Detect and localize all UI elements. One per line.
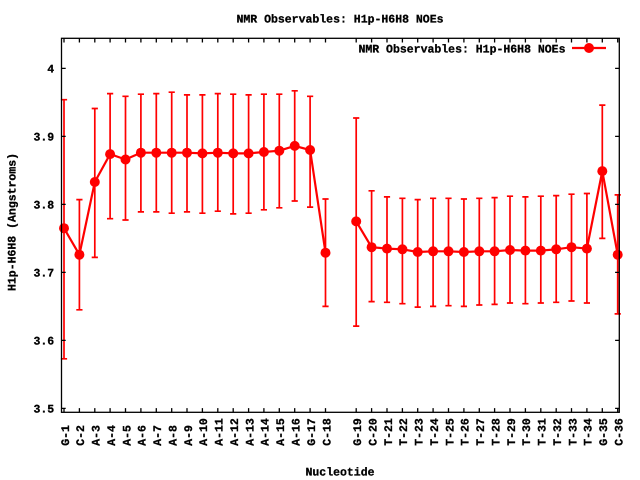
svg-text:G-19: G-19 xyxy=(352,418,365,446)
svg-text:T-29: T-29 xyxy=(506,418,519,446)
svg-text:A-12: A-12 xyxy=(229,418,242,446)
svg-text:3.8: 3.8 xyxy=(33,200,54,213)
svg-text:A-15: A-15 xyxy=(275,418,288,446)
svg-text:G-17: G-17 xyxy=(306,418,319,446)
svg-text:T-34: T-34 xyxy=(583,418,596,446)
svg-text:A-14: A-14 xyxy=(260,418,273,446)
svg-text:3.7: 3.7 xyxy=(33,268,54,281)
svg-text:C-2: C-2 xyxy=(75,425,88,446)
svg-text:T-28: T-28 xyxy=(490,418,503,446)
svg-text:T-31: T-31 xyxy=(537,418,550,446)
svg-text:A-13: A-13 xyxy=(244,418,257,446)
svg-text:3.5: 3.5 xyxy=(33,404,54,417)
svg-text:A-6: A-6 xyxy=(137,425,150,446)
svg-text:T-22: T-22 xyxy=(398,418,411,446)
svg-text:T-30: T-30 xyxy=(521,418,534,446)
svg-text:A-4: A-4 xyxy=(106,425,119,446)
svg-text:T-33: T-33 xyxy=(567,418,580,446)
svg-text:A-3: A-3 xyxy=(91,425,104,446)
svg-text:C-20: C-20 xyxy=(367,418,380,446)
svg-text:C-36: C-36 xyxy=(614,418,627,446)
svg-text:NMR Observables: H1p-H6H8 NOEs: NMR Observables: H1p-H6H8 NOEs xyxy=(236,13,443,26)
svg-text:G-1: G-1 xyxy=(60,425,73,446)
svg-text:T-21: T-21 xyxy=(383,418,396,446)
svg-text:NMR Observables: H1p-H6H8 NOEs: NMR Observables: H1p-H6H8 NOEs xyxy=(358,44,565,57)
svg-text:4: 4 xyxy=(47,64,54,77)
svg-text:T-26: T-26 xyxy=(460,418,473,446)
svg-text:T-27: T-27 xyxy=(475,418,488,446)
svg-text:A-5: A-5 xyxy=(121,425,134,446)
svg-text:T-32: T-32 xyxy=(552,418,565,446)
svg-text:A-7: A-7 xyxy=(152,425,165,446)
svg-text:A-11: A-11 xyxy=(214,418,227,446)
svg-text:A-16: A-16 xyxy=(291,418,304,446)
svg-text:H1p-H6H8 (Angstroms): H1p-H6H8 (Angstroms) xyxy=(7,153,20,291)
svg-text:A-10: A-10 xyxy=(198,418,211,446)
svg-text:3.6: 3.6 xyxy=(33,336,54,349)
svg-text:A-9: A-9 xyxy=(183,425,196,446)
svg-text:3.9: 3.9 xyxy=(33,132,54,145)
svg-text:G-35: G-35 xyxy=(598,418,611,446)
svg-text:C-18: C-18 xyxy=(321,418,334,446)
svg-text:A-8: A-8 xyxy=(168,425,181,446)
svg-text:Nucleotide: Nucleotide xyxy=(305,467,374,480)
svg-text:T-23: T-23 xyxy=(414,418,427,446)
svg-text:T-25: T-25 xyxy=(444,418,457,446)
svg-text:T-24: T-24 xyxy=(429,418,442,446)
